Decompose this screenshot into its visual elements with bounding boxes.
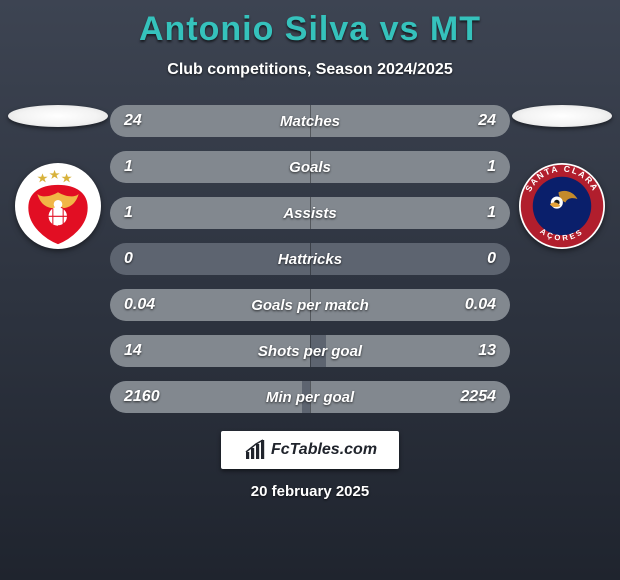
subtitle: Club competitions, Season 2024/2025 (0, 61, 620, 79)
stat-label: Goals per match (110, 297, 510, 314)
fctables-logo-text: FcTables.com (271, 441, 377, 459)
stat-row: 0.04Goals per match0.04 (110, 289, 510, 321)
stat-row: 0Hattricks0 (110, 243, 510, 275)
stat-row: 1Assists1 (110, 197, 510, 229)
date-text: 20 february 2025 (0, 483, 620, 500)
stat-label: Matches (110, 113, 510, 130)
stat-label: Hattricks (110, 251, 510, 268)
stat-value-right: 24 (478, 112, 496, 130)
stat-value-right: 0 (487, 250, 496, 268)
stat-label: Shots per goal (110, 343, 510, 360)
benfica-crest-icon (15, 163, 101, 249)
santa-clara-crest-icon: SANTA CLARA AÇORES (519, 163, 605, 249)
stat-value-right: 13 (478, 342, 496, 360)
stat-row: 14Shots per goal13 (110, 335, 510, 367)
page-title: Antonio Silva vs MT (0, 0, 620, 49)
stat-value-right: 1 (487, 204, 496, 222)
comparison-arena: SANTA CLARA AÇORES 24Matches241Goals11As… (0, 105, 620, 413)
club-right-badge: SANTA CLARA AÇORES (519, 163, 605, 249)
stat-row: 24Matches24 (110, 105, 510, 137)
chart-bars-icon (243, 438, 267, 462)
stat-value-right: 2254 (460, 388, 496, 406)
player-left-avatar (8, 105, 108, 127)
stat-label: Assists (110, 205, 510, 222)
player-left-side (8, 105, 108, 249)
stats-bars: 24Matches241Goals11Assists10Hattricks00.… (110, 105, 510, 413)
stat-label: Min per goal (110, 389, 510, 406)
stat-label: Goals (110, 159, 510, 176)
player-right-side: SANTA CLARA AÇORES (512, 105, 612, 249)
fctables-logo: FcTables.com (221, 431, 399, 469)
stat-value-right: 0.04 (465, 296, 496, 314)
club-left-badge (15, 163, 101, 249)
player-right-avatar (512, 105, 612, 127)
stat-value-right: 1 (487, 158, 496, 176)
infographic-root: Antonio Silva vs MT Club competitions, S… (0, 0, 620, 580)
stat-row: 2160Min per goal2254 (110, 381, 510, 413)
stat-row: 1Goals1 (110, 151, 510, 183)
